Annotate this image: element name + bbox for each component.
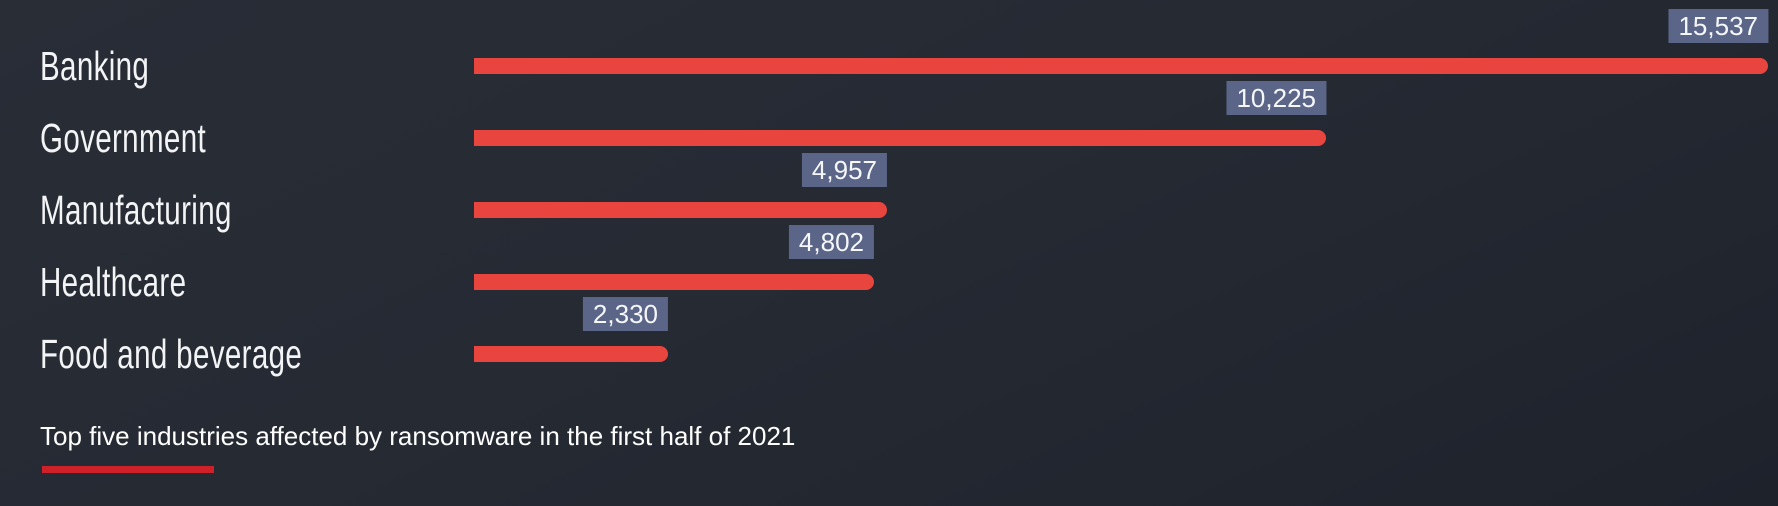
category-label-government: Government xyxy=(40,115,207,161)
bar-healthcare xyxy=(474,274,874,290)
bar-government xyxy=(474,130,1326,146)
bar-manufacturing xyxy=(474,202,887,218)
bar-food-and-beverage xyxy=(474,346,668,362)
chart-title: Top five industries affected by ransomwa… xyxy=(40,421,796,451)
category-label-banking: Banking xyxy=(40,43,150,89)
value-badge-healthcare: 4,802 xyxy=(788,225,874,259)
bar-plot-area: Banking 15,537 Government 10,225 Manufac… xyxy=(40,9,1768,377)
category-label-food-and-beverage: Food and beverage xyxy=(40,331,303,377)
title-accent-underline xyxy=(42,466,214,473)
value-badge-banking: 15,537 xyxy=(1668,9,1768,43)
category-label-manufacturing: Manufacturing xyxy=(40,187,232,233)
bar-banking xyxy=(474,58,1768,74)
category-label-healthcare: Healthcare xyxy=(40,259,187,305)
value-badge-manufacturing: 4,957 xyxy=(801,153,887,187)
value-badge-government: 10,225 xyxy=(1226,81,1326,115)
value-badge-food-and-beverage: 2,330 xyxy=(582,297,668,331)
